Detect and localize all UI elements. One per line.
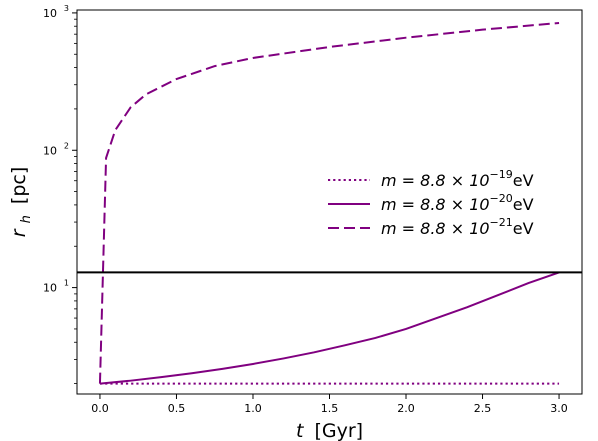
x-tick-label: 2.5 [474, 402, 492, 415]
series-line-solid [99, 271, 560, 385]
y-axis-label: r h [pc] [8, 167, 35, 238]
x-ticks: 0.0 0.5 1.0 1.5 2.0 2.5 3.0 [91, 394, 568, 415]
y-ticks: 10 1 10 2 10 3 [43, 4, 77, 385]
y-tick-label: 10 [43, 7, 57, 20]
y-tick-label: 10 [43, 282, 57, 295]
x-axis-label: t [Gyr] [296, 420, 363, 441]
y-axis-variable: r [8, 228, 30, 237]
x-tick-label: 0.0 [91, 402, 109, 415]
x-tick-label: 0.5 [168, 402, 186, 415]
x-axis-unit: [Gyr] [314, 420, 363, 441]
x-axis-variable: t [296, 420, 305, 441]
x-tick-label: 1.0 [244, 402, 262, 415]
y-axis-unit: [pc] [8, 167, 30, 204]
y-tick-exponent: 3 [64, 4, 69, 13]
series-layer [98, 21, 560, 385]
legend-label: m = 8.8 × 10−20eV [381, 192, 534, 214]
x-tick-label: 1.5 [321, 402, 339, 415]
x-tick-label: 2.0 [397, 402, 415, 415]
legend-label: m = 8.8 × 10−19eV [381, 168, 534, 190]
y-tick-exponent: 1 [64, 279, 69, 288]
x-tick-label: 3.0 [550, 402, 568, 415]
series-line-dashed [98, 21, 560, 384]
y-tick-label: 10 [43, 144, 57, 157]
y-axis-subscript: h [19, 215, 34, 223]
y-tick-exponent: 2 [64, 141, 69, 150]
legend-label: m = 8.8 × 10−21eV [381, 216, 534, 238]
